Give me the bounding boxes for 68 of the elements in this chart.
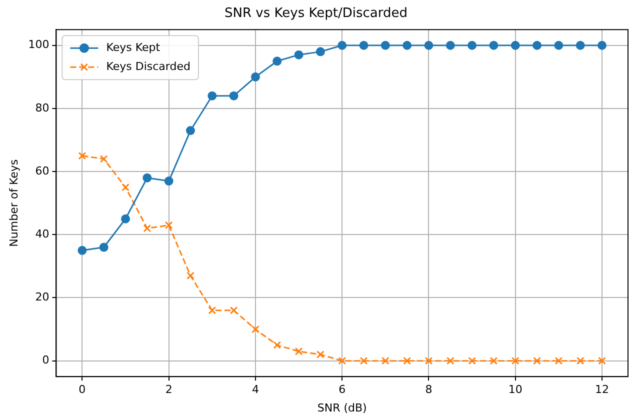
- point: [533, 356, 541, 365]
- point: [424, 356, 433, 365]
- x-tick-label: 4: [252, 383, 259, 396]
- x-tick-label: 6: [338, 383, 346, 396]
- point: [338, 40, 347, 50]
- point: [100, 155, 108, 163]
- x-tick-label: 2: [165, 383, 172, 396]
- point: [316, 47, 325, 56]
- point: [403, 356, 412, 365]
- y-tick-label: 100: [28, 38, 50, 52]
- point: [229, 91, 238, 100]
- y-tick-label: 40: [35, 228, 50, 241]
- point: [381, 356, 390, 365]
- point: [468, 40, 477, 50]
- legend-label: Keys Kept: [106, 40, 161, 54]
- point: [598, 40, 607, 50]
- point: [511, 356, 520, 365]
- point: [380, 40, 390, 50]
- y-tick-label: 80: [35, 101, 50, 114]
- point: [142, 173, 152, 182]
- chart-title: SNR vs Keys Kept/Discarded: [224, 6, 408, 22]
- point: [338, 356, 346, 365]
- point: [273, 341, 282, 349]
- point: [164, 176, 174, 186]
- point: [446, 356, 454, 365]
- point: [294, 50, 304, 60]
- point: [186, 126, 195, 136]
- point: [121, 214, 130, 224]
- x-tick-label: 12: [595, 383, 610, 396]
- point: [489, 40, 498, 50]
- point: [554, 356, 563, 365]
- point: [532, 40, 542, 50]
- point: [402, 40, 412, 50]
- point: [294, 347, 303, 356]
- point: [250, 72, 260, 82]
- point: [424, 40, 434, 50]
- point: [143, 224, 152, 232]
- legend-label: Keys Discarded: [106, 60, 190, 73]
- x-tick-label: 0: [78, 383, 86, 396]
- point: [252, 325, 260, 334]
- point: [230, 306, 238, 314]
- point: [468, 356, 476, 365]
- y-tick-label: 20: [35, 290, 50, 304]
- point: [99, 242, 108, 252]
- point: [78, 152, 86, 160]
- point: [78, 246, 87, 255]
- point: [208, 91, 217, 100]
- point: [208, 306, 216, 314]
- y-tick-label: 0: [42, 354, 50, 367]
- point: [359, 40, 368, 50]
- x-axis-title: SNR (dB): [317, 401, 367, 414]
- point: [576, 356, 584, 365]
- x-tick-label: 10: [508, 383, 522, 396]
- point: [360, 356, 368, 365]
- point: [554, 40, 564, 50]
- point: [490, 356, 498, 365]
- point: [164, 221, 173, 230]
- y-axis-title: Number of Keys: [7, 159, 20, 247]
- point: [446, 40, 455, 50]
- point: [598, 356, 606, 365]
- point: [510, 40, 520, 50]
- point: [576, 40, 585, 50]
- point: [186, 272, 194, 280]
- point: [272, 56, 282, 66]
- x-tick-label: 8: [425, 383, 432, 396]
- y-tick-label: 60: [35, 164, 50, 178]
- point: [122, 183, 130, 192]
- point: [316, 350, 324, 358]
